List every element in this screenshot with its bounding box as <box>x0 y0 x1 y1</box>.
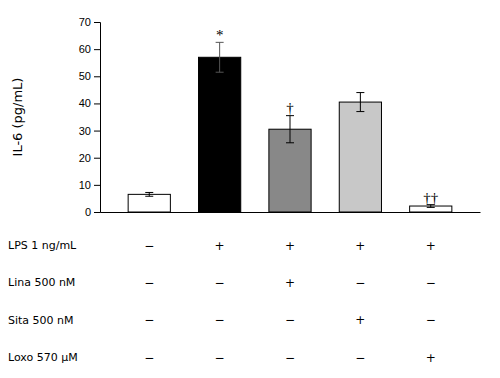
y-tick: 30 <box>79 125 100 137</box>
y-tick-label: 70 <box>79 16 91 28</box>
error-bar-line <box>356 93 364 112</box>
table-cell: + <box>355 239 365 253</box>
table-row-label: Loxo 570 μM <box>8 351 78 364</box>
y-tick: 10 <box>79 179 100 191</box>
y-axis-line <box>94 23 101 213</box>
table-cell: − <box>144 239 154 253</box>
error-bar-line <box>145 192 153 196</box>
y-tick: 20 <box>79 152 100 164</box>
plot: 010203040506070*††† <box>79 16 481 218</box>
table-cell: + <box>285 276 295 290</box>
y-tick-label: 10 <box>79 179 91 191</box>
table-cell: − <box>285 351 295 365</box>
error-bar <box>145 192 153 196</box>
y-tick-mark <box>94 103 100 104</box>
y-tick: 70 <box>79 16 100 28</box>
y-tick: 50 <box>79 70 100 82</box>
y-tick-label: 20 <box>79 152 91 164</box>
table-cell: − <box>355 276 365 290</box>
error-bar <box>216 42 224 72</box>
annotation: * <box>216 27 224 43</box>
y-tick-label: 0 <box>85 206 91 218</box>
table-row-label: Lina 500 nM <box>8 276 75 289</box>
table-cell: − <box>215 351 225 365</box>
annotation: †† <box>423 190 439 206</box>
x-axis-line <box>101 212 481 213</box>
table-cell: + <box>285 239 295 253</box>
table-cell: + <box>215 239 225 253</box>
y-tick-mark <box>94 158 100 159</box>
table-row-label: Sita 500 nM <box>8 314 74 327</box>
y-tick-mark <box>94 76 100 77</box>
table-cell: − <box>144 351 154 365</box>
bar <box>339 102 381 212</box>
table-cell: + <box>355 313 365 327</box>
y-tick: 60 <box>79 43 100 55</box>
table-row-label: LPS 1 ng/mL <box>8 239 77 252</box>
y-tick-label: 40 <box>79 97 91 109</box>
table-cell: − <box>426 276 436 290</box>
error-bar <box>286 116 294 143</box>
y-tick-label: 50 <box>79 70 91 82</box>
y-tick-mark <box>94 185 100 186</box>
error-bar-line <box>286 116 294 143</box>
y-tick-mark <box>94 212 100 213</box>
y-tick-label: 60 <box>79 43 91 55</box>
y-tick-mark <box>94 49 100 50</box>
table-cell: + <box>426 239 436 253</box>
bar <box>199 57 241 212</box>
bars <box>128 42 452 212</box>
table-cell: − <box>285 313 295 327</box>
chart: 010203040506070*†††IL-6 (pg/mL)LPS 1 ng/… <box>0 0 500 378</box>
table-cell: − <box>144 313 154 327</box>
y-tick: 0 <box>85 206 100 218</box>
error-bar <box>356 93 364 112</box>
y-tick: 40 <box>79 97 100 109</box>
y-tick-label: 30 <box>79 125 91 137</box>
table-cell: − <box>426 313 436 327</box>
y-tick-mark <box>94 131 100 132</box>
table-cell: + <box>426 351 436 365</box>
error-bar-line <box>216 42 224 72</box>
y-tick-mark <box>94 22 100 23</box>
table-cell: − <box>144 276 154 290</box>
table: LPS 1 ng/mL − + + + + Lina 500 nM − − + − − Sita 500… <box>8 239 436 365</box>
table-cell: − <box>355 351 365 365</box>
table-cell: − <box>215 276 225 290</box>
bar <box>128 194 170 212</box>
y-axis: 0 10 20 30 40 50 60 70 <box>79 16 101 218</box>
table-cell: − <box>215 313 225 327</box>
y-axis-title: IL-6 (pg/mL) <box>10 78 25 157</box>
annotation: † <box>286 100 294 116</box>
